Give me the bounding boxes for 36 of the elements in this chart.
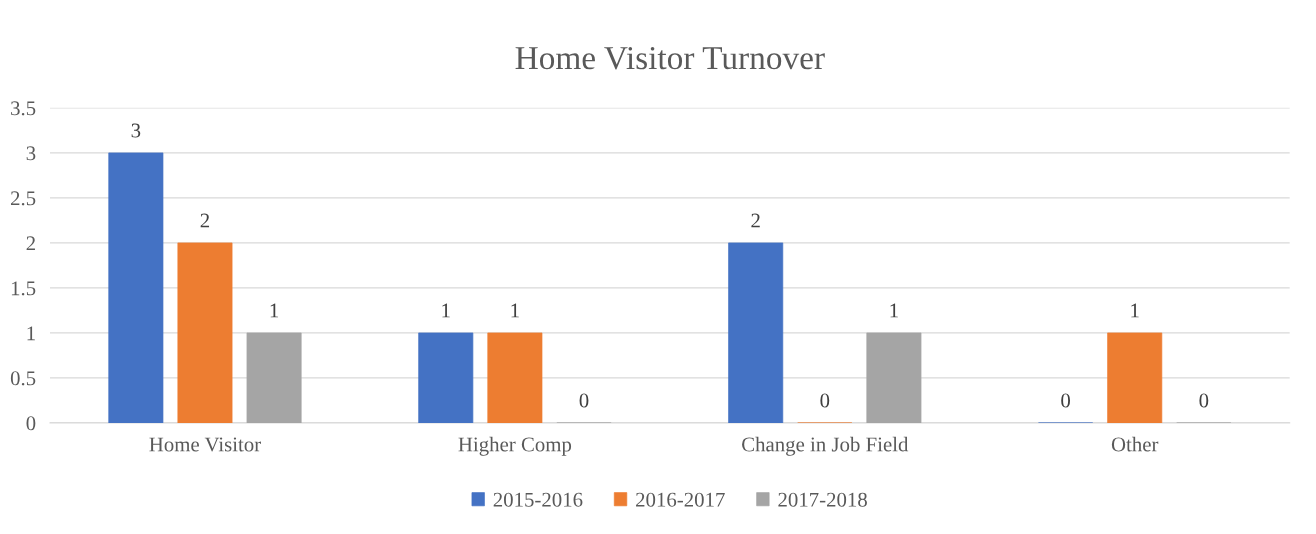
data-label: 0 — [579, 393, 589, 408]
y-tick-label: 1 — [27, 326, 35, 341]
x-tick-label: Other — [1111, 436, 1159, 452]
y-tick-label: 3 — [26, 146, 36, 161]
y-tick-label: 2 — [26, 236, 35, 251]
y-tick-label: 0.5 — [10, 371, 36, 386]
y-tick-label: 1.5 — [11, 281, 36, 296]
data-label: 1 — [270, 303, 279, 318]
bar — [246, 332, 302, 423]
x-tick-label: Higher Comp — [458, 436, 572, 456]
data-label: 3 — [131, 123, 141, 138]
data-label: 0 — [1061, 393, 1071, 408]
bar — [177, 242, 233, 423]
data-label: 2 — [751, 213, 760, 228]
legend-label: 2016-2017 — [636, 492, 725, 507]
data-label: 0 — [1199, 393, 1209, 408]
x-tick-label: Change in Job Field — [742, 436, 909, 456]
x-tick-label: Home Visitor — [149, 437, 261, 452]
data-label: 1 — [442, 303, 450, 318]
legend-label: 2017-2018 — [778, 492, 867, 507]
bar — [728, 242, 784, 423]
data-label: 0 — [820, 393, 830, 408]
bar — [1107, 332, 1163, 423]
data-label: 1 — [511, 303, 519, 318]
chart-title: Home Visitor Turnover — [515, 46, 825, 70]
data-label: 2 — [200, 213, 210, 228]
y-tick-label: 0 — [26, 416, 36, 431]
bar — [108, 152, 164, 423]
y-tick-label: 3.5 — [11, 101, 36, 116]
legend-label: 2015-2016 — [493, 492, 583, 507]
data-label: 1 — [890, 303, 898, 318]
bar — [418, 332, 474, 423]
bar — [866, 332, 922, 423]
y-tick-label: 2.5 — [10, 191, 36, 206]
bar — [487, 332, 543, 423]
data-label: 1 — [1131, 303, 1139, 318]
